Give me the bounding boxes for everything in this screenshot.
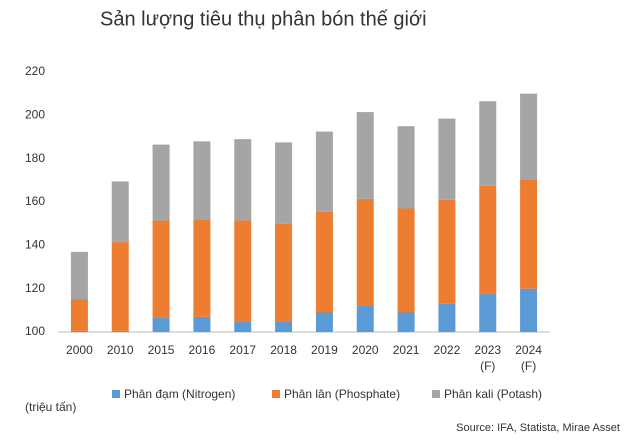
bar-segment <box>193 141 211 220</box>
bar-segment <box>111 181 129 243</box>
legend-swatch <box>112 390 120 398</box>
bar-segment <box>315 211 333 313</box>
bar-segment <box>111 242 129 331</box>
bar-segment <box>520 179 538 289</box>
y-tick-label: 200 <box>25 108 45 122</box>
legend-label: Phân đạm (Nitrogen) <box>124 387 235 401</box>
y-tick-label: 100 <box>25 324 45 338</box>
bar-segment <box>152 144 170 221</box>
bar-segment <box>397 312 415 332</box>
x-tick-label: 2019 <box>311 343 338 357</box>
legend-swatch <box>432 390 440 398</box>
bar-segment <box>438 118 456 200</box>
bar-segment <box>193 316 211 332</box>
bar-segment <box>70 251 88 300</box>
x-tick-label: 2018 <box>270 343 297 357</box>
bar-segment <box>397 126 415 209</box>
bar-segment <box>438 199 456 304</box>
bar-segment <box>356 306 374 332</box>
x-tick-label: 2015 <box>147 343 175 357</box>
bar-segment <box>152 220 170 318</box>
bar-segment <box>275 223 293 322</box>
legend-swatch <box>272 390 280 398</box>
y-tick-label: 220 <box>25 64 45 78</box>
bar-segment <box>315 312 333 332</box>
y-tick-label: 180 <box>25 151 45 165</box>
unit-label: (triệu tấn) <box>25 400 76 414</box>
bar-segment <box>479 294 497 332</box>
x-tick-label: 2016 <box>188 343 216 357</box>
bar-segment <box>438 303 456 332</box>
legend-label: Phân kali (Potash) <box>444 387 542 401</box>
bar-segment <box>70 299 88 331</box>
bar-segment <box>234 321 252 332</box>
bar-segment <box>315 131 333 212</box>
bar-segment <box>356 112 374 199</box>
bar-segment <box>520 288 538 332</box>
bar-segment <box>193 219 211 317</box>
bar-segment <box>397 208 415 313</box>
x-tick-label: 2000 <box>66 343 93 357</box>
bar-segment <box>275 321 293 332</box>
x-tick-label: 2017 <box>229 343 257 357</box>
y-tick-label: 160 <box>25 194 45 208</box>
bar-segment <box>356 198 374 306</box>
x-tick-label: 2022 <box>433 343 461 357</box>
x-tick-label: 2020 <box>351 343 379 357</box>
bar-segment <box>234 220 252 322</box>
bar-segment <box>152 317 170 332</box>
x-tick-label: 2023 (F) <box>474 343 502 373</box>
bar-segment <box>479 185 497 295</box>
bar-segment <box>479 101 497 186</box>
x-tick-label: 2010 <box>106 343 134 357</box>
bar-segment <box>234 139 252 221</box>
bar-segment <box>111 330 129 332</box>
source: Source: IFA, Statista, Mirae Asset <box>456 422 620 434</box>
bar-segment <box>70 330 88 332</box>
x-tick-label: 2021 <box>392 343 420 357</box>
bar-segment <box>275 142 293 224</box>
legend-label: Phân lân (Phosphate) <box>284 387 400 401</box>
x-tick-label: 2024 (F) <box>515 343 542 373</box>
chart-title: Sản lượng tiêu thụ phân bón thế giới <box>100 8 427 30</box>
y-tick-label: 120 <box>25 281 45 295</box>
y-tick-label: 140 <box>25 238 45 252</box>
bar-segment <box>520 93 538 180</box>
